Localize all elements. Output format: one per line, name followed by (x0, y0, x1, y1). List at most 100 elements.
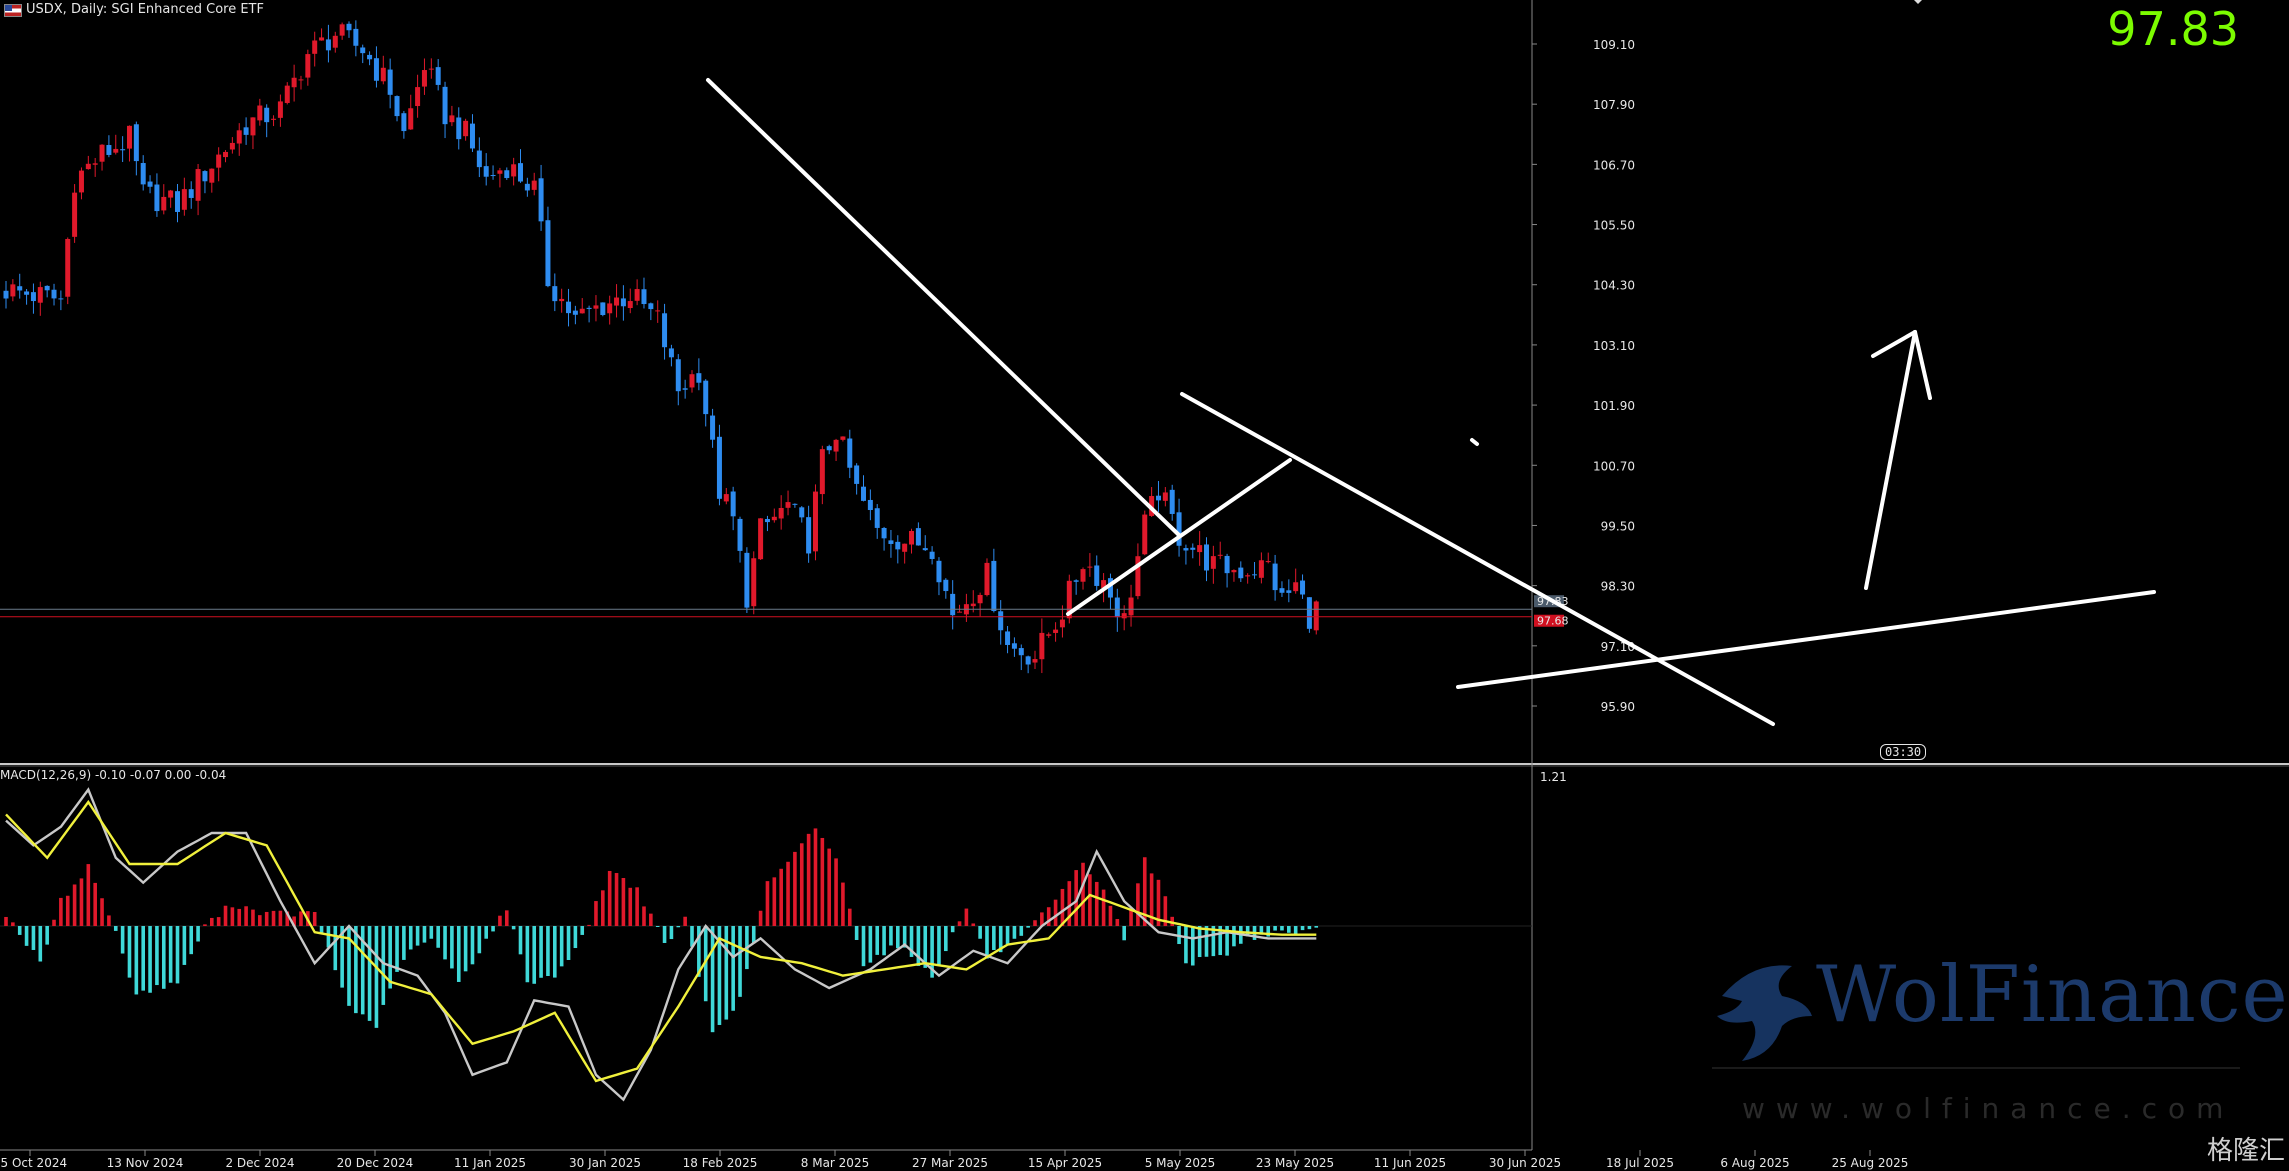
price-tick-label: 107.90 (1593, 98, 1635, 112)
candle-body (44, 285, 50, 291)
macd-histogram-bar (258, 915, 262, 926)
candle-body (819, 449, 825, 495)
macd-histogram-bar (964, 908, 969, 926)
candle-body (641, 289, 647, 305)
candle-body (874, 508, 880, 528)
last-price-big: 97.83 (2107, 2, 2239, 56)
macd-histogram-bar (765, 881, 770, 926)
candle-body (1080, 569, 1086, 582)
candle-body (113, 148, 119, 153)
macd-histogram-bar (1142, 857, 1147, 926)
candle-body (161, 196, 167, 211)
trendline-down-1 (706, 78, 1182, 538)
candle-body (415, 87, 421, 107)
candle-body (312, 40, 318, 54)
macd-histogram-bar (594, 901, 598, 926)
candle-body (442, 86, 448, 125)
candle-body (675, 359, 681, 392)
candle-body (291, 77, 297, 88)
macd-histogram-bar (504, 910, 509, 926)
candle-body (1217, 554, 1223, 556)
time-tick-label: 20 Dec 2024 (337, 1156, 414, 1170)
macd-histogram-bar (100, 898, 104, 926)
trendline-up-1 (1066, 458, 1292, 616)
candle-body (305, 54, 311, 78)
macd-signal-line (5, 799, 1317, 1083)
candle-body (915, 528, 921, 546)
macd-histogram-bar (107, 915, 111, 926)
macd-histogram-bar (456, 926, 461, 982)
macd-histogram-bar (155, 926, 159, 986)
macd-histogram-bar (1136, 883, 1140, 926)
candle-body (1018, 648, 1024, 656)
candle-body (30, 292, 36, 302)
macd-histogram-bar (79, 878, 84, 926)
candle-body (1059, 619, 1065, 628)
macd-histogram-bar (642, 906, 646, 926)
candle-body (600, 302, 606, 316)
macd-histogram-bar (566, 926, 571, 960)
macd-histogram-bar (113, 926, 118, 931)
candle-body (223, 151, 229, 158)
macd-histogram-bar (52, 919, 56, 926)
macd-histogram-bar (868, 926, 873, 963)
candle-body (380, 67, 386, 82)
macd-histogram-bar (498, 915, 502, 926)
macd-histogram-bar (436, 926, 440, 948)
macd-histogram-bar (601, 890, 605, 926)
macd-histogram-bar (786, 861, 790, 926)
candle-body (566, 301, 572, 314)
candle-body (1183, 548, 1189, 551)
candle-body (1300, 580, 1306, 595)
macd-histogram-bar (402, 926, 406, 960)
candle-body (463, 120, 469, 137)
candle-body (373, 58, 379, 81)
scroll-marker-icon (1914, 0, 1922, 4)
macd-histogram-bar (340, 926, 344, 988)
candle-body (271, 118, 277, 120)
candle-body (881, 527, 887, 539)
macd-histogram-bar (450, 926, 454, 969)
candle-body (1046, 634, 1052, 636)
candle-body (957, 611, 963, 613)
macd-histogram-bar (59, 897, 63, 926)
time-tick-label: 18 Feb 2025 (683, 1156, 758, 1170)
candle-body (668, 348, 674, 358)
macd-histogram-bar (827, 848, 831, 926)
macd-histogram-bar (326, 926, 331, 948)
watermark-url: www.wolfinance.com (1742, 1092, 2235, 1125)
candle-body (634, 289, 640, 301)
macd-histogram-bar (1156, 879, 1161, 926)
macd-histogram-bar (93, 882, 97, 926)
candle-body (854, 465, 860, 484)
candle-body (696, 373, 702, 383)
time-tick-label: 13 Nov 2024 (107, 1156, 184, 1170)
chart-title: USDX, Daily: SGI Enhanced Core ETF (26, 2, 264, 17)
candle-body (37, 287, 43, 303)
macd-histogram-bar (731, 926, 735, 1011)
trendline-down-2 (1180, 392, 1775, 726)
macd-histogram-bar (607, 870, 612, 926)
candle-body (1169, 489, 1175, 514)
macd-histogram-bar (793, 851, 797, 926)
macd-histogram-bar (909, 926, 914, 957)
macd-histogram-bar (758, 910, 763, 926)
candle-body (778, 507, 784, 519)
candle-body (662, 313, 668, 348)
time-tick-label: 27 Mar 2025 (912, 1156, 988, 1170)
macd-histogram-bar (299, 911, 303, 926)
macd-histogram-bar (141, 926, 145, 991)
macd-histogram-bar (854, 926, 859, 940)
macd-histogram-bar (271, 910, 276, 926)
macd-histogram-bar (1163, 896, 1168, 926)
macd-histogram-bar (1259, 926, 1264, 935)
candle-body (1306, 597, 1312, 629)
macd-histogram-bar (86, 864, 91, 926)
stray-mark (1470, 438, 1479, 446)
macd-histogram-bar (1300, 926, 1305, 931)
macd-histogram-bar (834, 858, 838, 926)
candle-body (586, 307, 592, 309)
candle-body (895, 541, 901, 550)
candle-body (627, 301, 633, 309)
